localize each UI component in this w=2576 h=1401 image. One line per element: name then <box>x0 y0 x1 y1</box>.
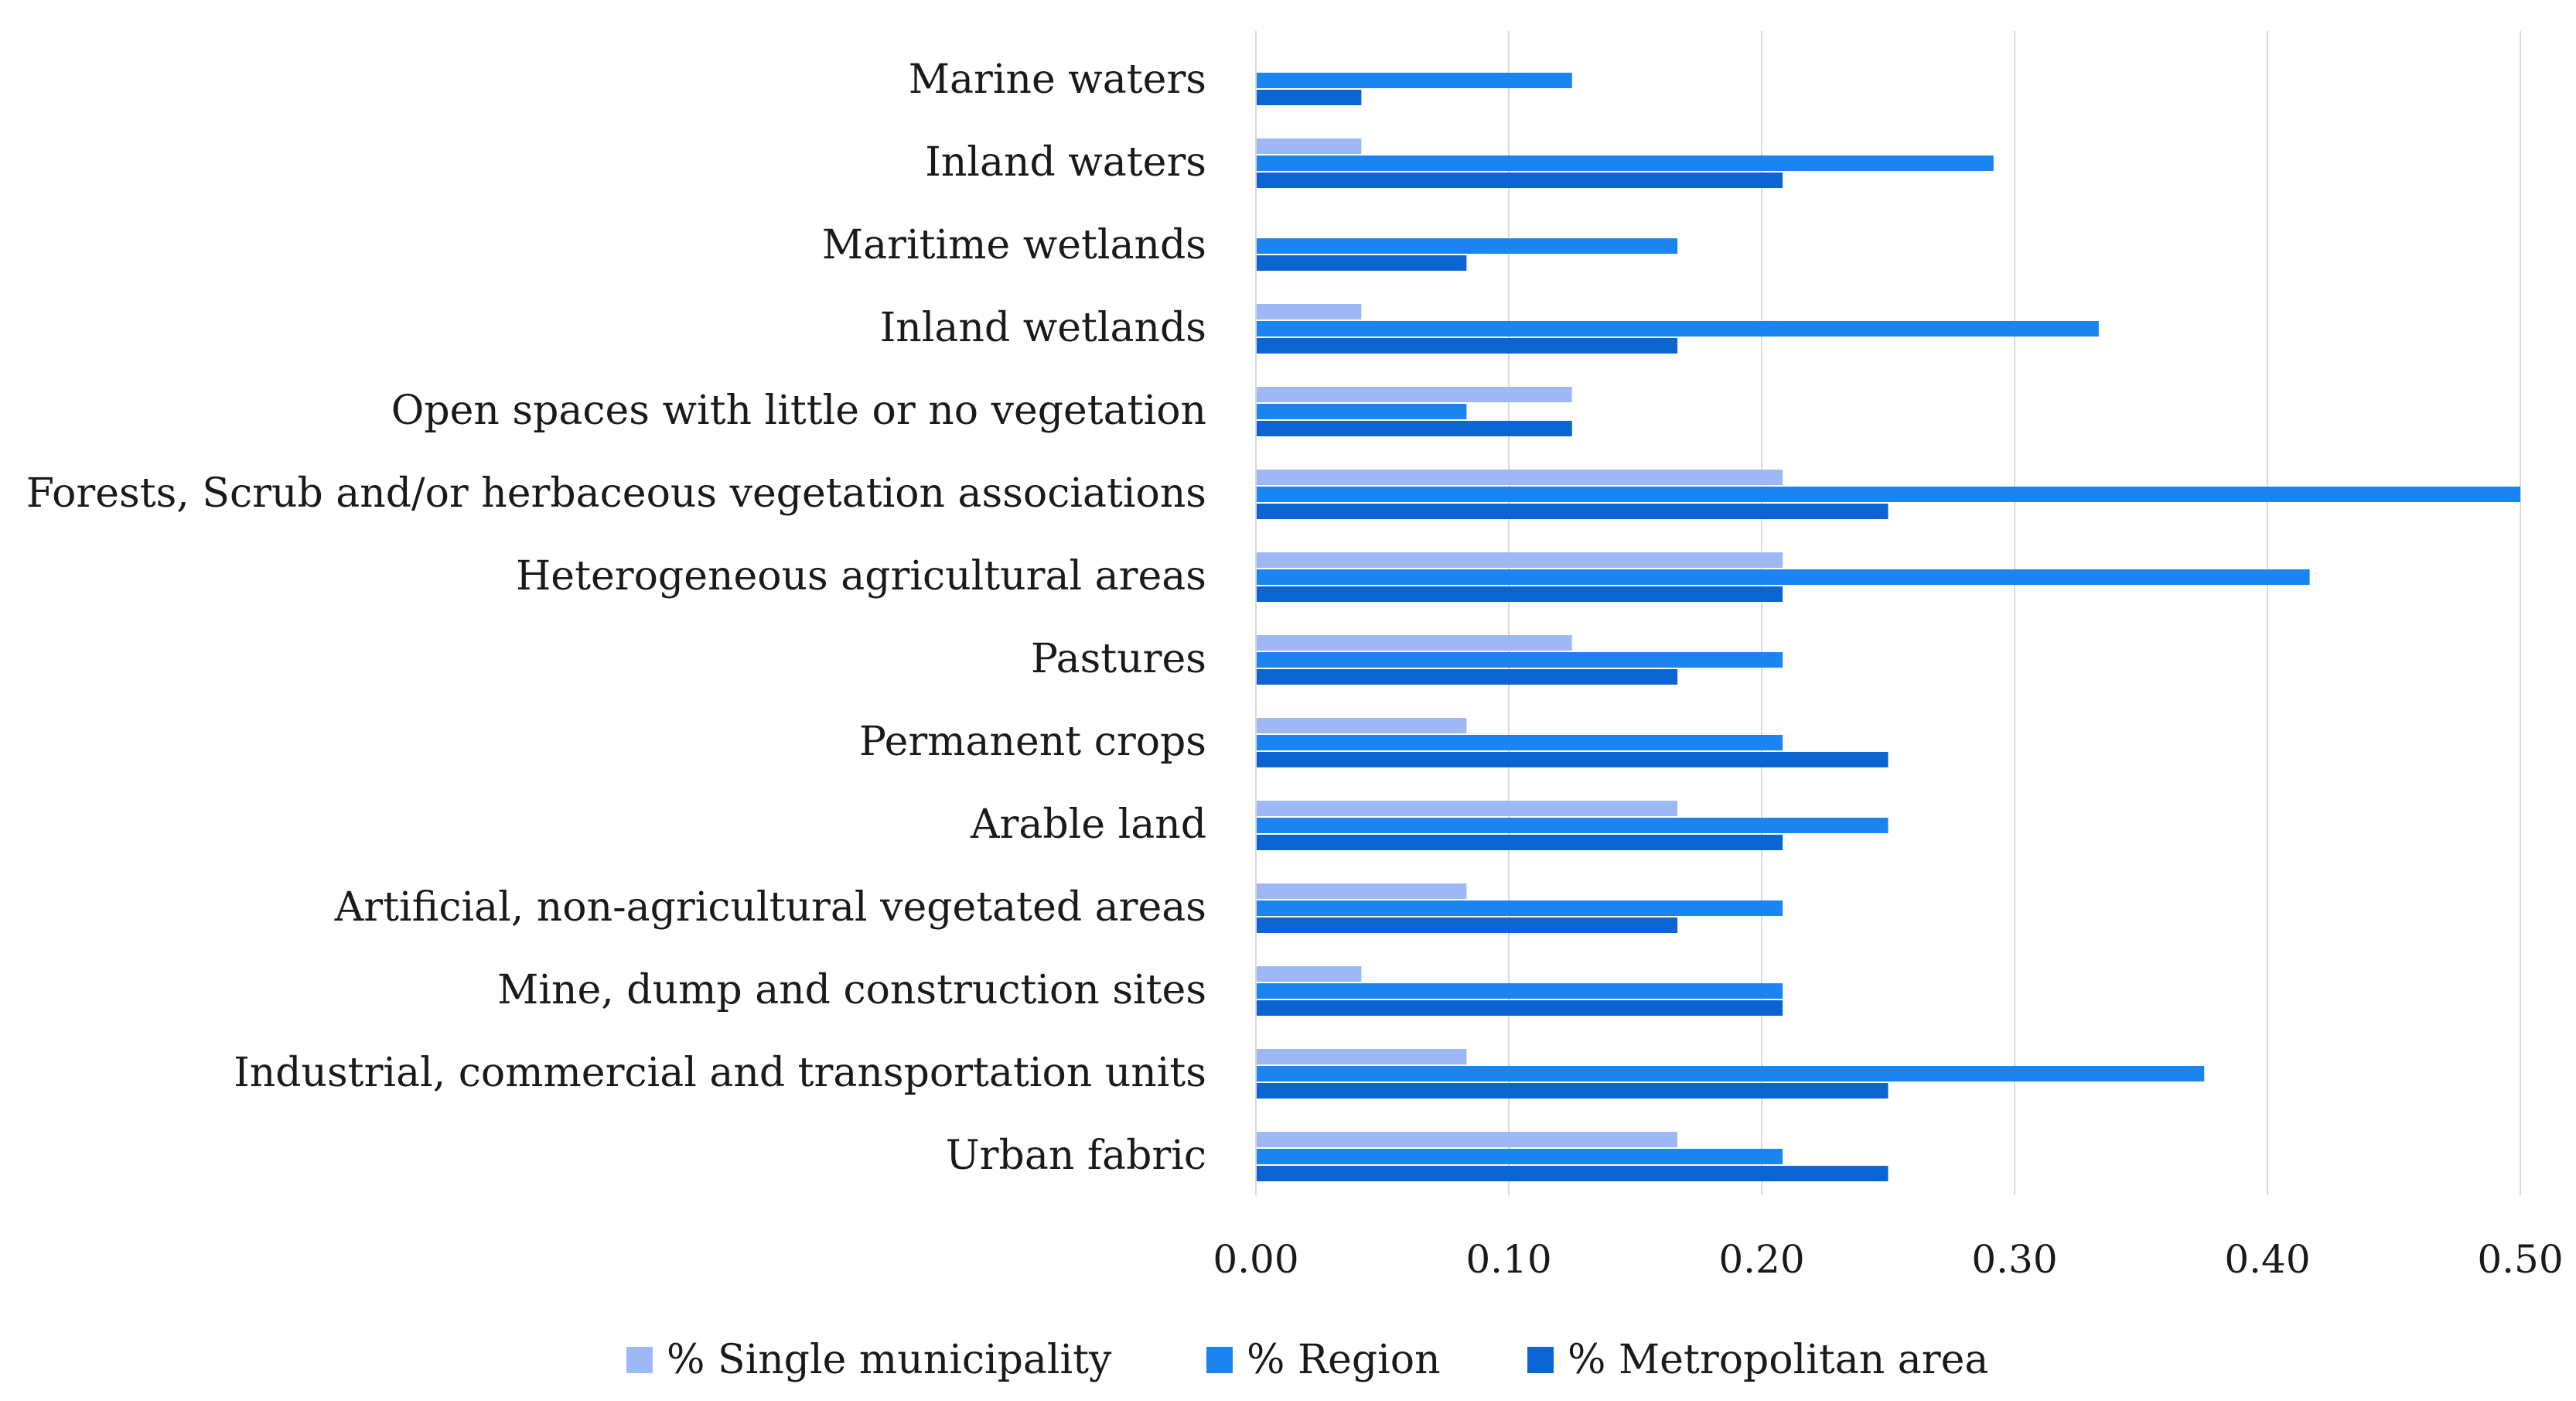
x-tick-label: 0.50 <box>2477 1237 2563 1282</box>
bar <box>1256 73 1572 88</box>
bar <box>1256 1132 1678 1147</box>
category-label: Permanent crops <box>859 719 1206 765</box>
legend-label: % Metropolitan area <box>1568 1337 1988 1383</box>
bar <box>1256 801 1678 816</box>
bar <box>1256 818 1888 833</box>
bar <box>1256 735 1783 750</box>
legend: % Single municipality % Region % Metropoli… <box>626 1337 1988 1383</box>
legend-label: % Single municipality <box>667 1337 1112 1383</box>
bar <box>1256 304 1362 319</box>
bar <box>1256 917 1678 933</box>
category-label: Urban fabric <box>946 1133 1206 1179</box>
legend-swatch <box>626 1347 653 1373</box>
bar <box>1256 404 1467 419</box>
bar <box>1256 718 1467 733</box>
category-label: Inland waters <box>925 139 1206 186</box>
bar <box>1256 321 2099 337</box>
bar <box>1256 387 1572 402</box>
bar <box>1256 569 2310 585</box>
bar <box>1256 1049 1467 1064</box>
bar <box>1256 487 2520 502</box>
bar <box>1256 138 1362 154</box>
x-tick-label: 0.10 <box>1465 1237 1551 1282</box>
bar <box>1256 552 1783 568</box>
x-tick-label: 0.30 <box>1971 1237 2057 1282</box>
x-tick-labels: 0.00 0.10 0.20 0.30 0.40 0.50 <box>1213 1237 2563 1282</box>
bar <box>1256 1166 1888 1181</box>
bar <box>1256 669 1678 685</box>
bars <box>1256 73 2520 1181</box>
bar <box>1256 470 1783 485</box>
bar <box>1256 1149 1783 1164</box>
bar <box>1256 835 1783 850</box>
legend-label: % Region <box>1247 1337 1441 1383</box>
bar <box>1256 752 1888 767</box>
category-label: Artificial, non-agricultural vegetated a… <box>334 884 1206 931</box>
bar <box>1256 1066 2205 1082</box>
category-label: Industrial, commercial and transportatio… <box>234 1050 1206 1096</box>
category-label: Forests, Scrub and/or herbaceous vegetat… <box>26 470 1206 517</box>
category-labels: Marine waters Inland waters Maritime wetla… <box>26 56 1206 1179</box>
bar <box>1256 983 1783 999</box>
category-label: Heterogeneous agricultural areas <box>516 553 1206 600</box>
bar <box>1256 1000 1783 1016</box>
legend-swatch <box>1527 1347 1554 1373</box>
bar <box>1256 338 1678 354</box>
bar <box>1256 421 1572 436</box>
bar <box>1256 155 1994 171</box>
category-label: Arable land <box>970 801 1206 848</box>
bar <box>1256 900 1783 916</box>
x-tick-label: 0.00 <box>1213 1237 1298 1282</box>
bar <box>1256 504 1888 519</box>
bar <box>1256 883 1467 899</box>
x-tick-label: 0.20 <box>1718 1237 1804 1282</box>
bar <box>1256 255 1467 271</box>
gridlines <box>1508 31 2521 1195</box>
category-label: Open spaces with little or no vegetation <box>391 388 1206 434</box>
category-label: Pastures <box>1031 636 1206 682</box>
bar <box>1256 90 1362 105</box>
bar <box>1256 586 1783 602</box>
x-tick-label: 0.40 <box>2224 1237 2310 1282</box>
category-label: Inland wetlands <box>880 305 1206 351</box>
category-label: Maritime wetlands <box>822 222 1206 268</box>
bar <box>1256 1083 1888 1099</box>
category-label: Mine, dump and construction sites <box>497 967 1206 1013</box>
legend-swatch <box>1206 1347 1233 1373</box>
bar <box>1256 635 1572 651</box>
category-label: Marine waters <box>909 56 1206 103</box>
bar <box>1256 238 1678 254</box>
bar <box>1256 966 1362 982</box>
bar <box>1256 652 1783 668</box>
bar <box>1256 173 1783 188</box>
